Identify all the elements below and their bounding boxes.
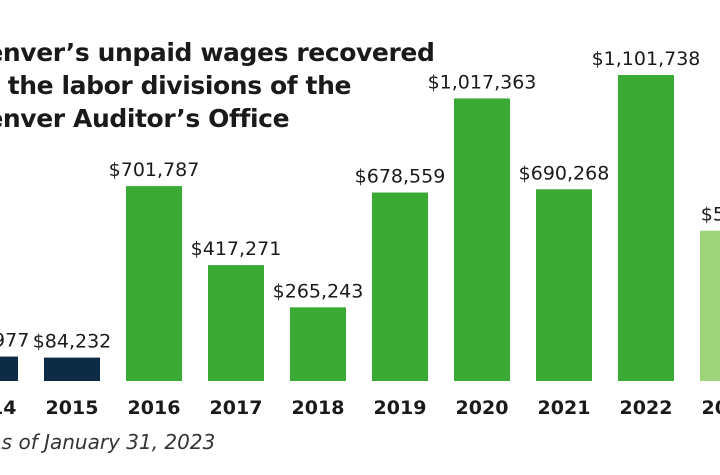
value-label-2014: $87,977 <box>0 330 29 352</box>
x-tick-2016: 2016 <box>128 397 181 419</box>
value-label-2020: $1,017,363 <box>428 71 537 93</box>
value-label-2019: $678,559 <box>355 166 446 188</box>
value-label-2022: $1,101,738 <box>592 48 701 70</box>
bar-2023 <box>700 230 720 381</box>
x-tick-2021: 2021 <box>538 397 591 419</box>
bar-2018 <box>290 307 346 381</box>
bar-2016 <box>126 186 182 381</box>
x-tick-2017: 2017 <box>210 397 263 419</box>
title-line-3: Denver Auditor’s Office <box>0 104 290 133</box>
chart-title: Denver’s unpaid wages recovered by the l… <box>0 36 446 135</box>
date-footnote: *As of January 31, 2023 <box>0 430 216 454</box>
x-tick-2018: 2018 <box>292 397 345 419</box>
bar-2019 <box>372 192 428 381</box>
value-label-2018: $265,243 <box>273 280 364 302</box>
value-label-2016: $701,787 <box>109 159 200 181</box>
value-label-2021: $690,268 <box>519 162 610 184</box>
x-tick-2019: 2019 <box>374 397 427 419</box>
bar-2022 <box>618 75 674 381</box>
bar-2015 <box>44 357 100 381</box>
title-line-1: Denver’s unpaid wages recovered <box>0 38 435 67</box>
title-line-2: by the labor divisions of the <box>0 71 352 100</box>
value-label-2023: $541, <box>701 204 720 226</box>
x-tick-2015: 2015 <box>46 397 99 419</box>
bar-2014 <box>0 356 18 381</box>
bar-2021 <box>536 189 592 381</box>
value-label-2017: $417,271 <box>191 238 282 260</box>
value-label-2015: $84,232 <box>33 331 112 353</box>
x-tick-2014: 2014 <box>0 397 16 419</box>
bar-2020 <box>454 98 510 381</box>
x-tick-2022: 2022 <box>620 397 673 419</box>
x-tick-2020: 2020 <box>456 397 509 419</box>
x-tick-2023: 2023 <box>702 397 720 419</box>
bar-2017 <box>208 265 264 381</box>
